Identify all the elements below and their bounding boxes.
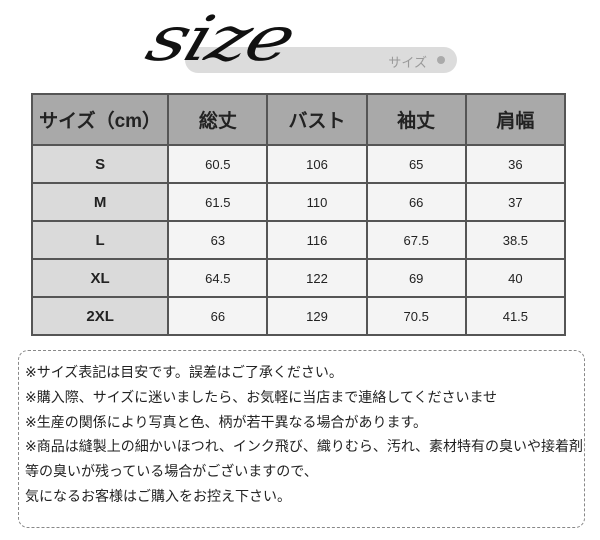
subtitle: サイズ [388, 56, 427, 71]
table-cell: 60.5 [167, 144, 269, 184]
table-row: L 63 116 67.5 38.5 [30, 220, 567, 260]
column-header: 総丈 [167, 93, 269, 146]
table-cell: 63 [167, 220, 269, 260]
notes-box: ※サイズ表記は目安です。誤差はご了承ください。 ※購入際、サイズに迷いましたら、お… [18, 350, 585, 528]
table-cell: 129 [266, 296, 368, 336]
column-header: 袖丈 [365, 93, 467, 146]
note-line: ※商品は縫製上の細かいほつれ、インク飛び、織りむら、汚れ、素材特有の臭いや接着剤 [25, 439, 584, 456]
size-label: 2XL [30, 296, 170, 336]
table-cell: 106 [266, 144, 368, 184]
size-label: L [30, 220, 170, 260]
column-header: バスト [266, 93, 368, 146]
note-line: 気になるお客様はご購入をお控え下さい。 [25, 488, 291, 505]
note-line: ※生産の関係により写真と色、柄が若干異なる場合があります。 [25, 414, 428, 431]
table-row: M 61.5 110 66 37 [30, 182, 567, 222]
column-header: サイズ（cm） [30, 93, 170, 146]
table-cell: 64.5 [167, 258, 269, 298]
size-label: XL [30, 258, 170, 298]
column-header: 肩幅 [464, 93, 567, 146]
table-cell: 66 [167, 296, 269, 336]
table-row: 2XL 66 129 70.5 41.5 [30, 296, 567, 336]
title-bar: サイズ [185, 47, 457, 73]
table-cell: 70.5 [365, 296, 467, 336]
table-cell: 61.5 [167, 182, 269, 222]
size-label: M [30, 182, 170, 222]
table-row: XL 64.5 122 69 40 [30, 258, 567, 298]
table-row: S 60.5 106 65 36 [30, 144, 567, 184]
table-cell: 122 [266, 258, 368, 298]
size-logo: size [138, 2, 304, 75]
note-line: 等の臭いが残っている場合がございますので、 [25, 464, 318, 481]
dot-icon [437, 56, 445, 64]
table-cell: 36 [464, 144, 567, 184]
table-cell: 66 [365, 182, 467, 222]
table-cell: 37 [464, 182, 567, 222]
table-cell: 116 [266, 220, 368, 260]
size-label: S [30, 144, 170, 184]
table-cell: 110 [266, 182, 368, 222]
table-cell: 40 [464, 258, 567, 298]
size-table: サイズ（cm） 総丈 バスト 袖丈 肩幅 S 60.5 106 65 36 M 61.5 110 66 3… [30, 93, 567, 336]
note-line: ※購入際、サイズに迷いましたら、お気軽に当店まで連絡してくださいませ [25, 389, 498, 406]
table-cell: 41.5 [464, 296, 567, 336]
table-cell: 38.5 [464, 220, 567, 260]
table-cell: 69 [365, 258, 467, 298]
table-cell: 67.5 [365, 220, 467, 260]
table-header-row: サイズ（cm） 総丈 バスト 袖丈 肩幅 [30, 93, 567, 146]
table-cell: 65 [365, 144, 467, 184]
note-line: ※サイズ表記は目安です。誤差はご了承ください。 [25, 365, 343, 381]
